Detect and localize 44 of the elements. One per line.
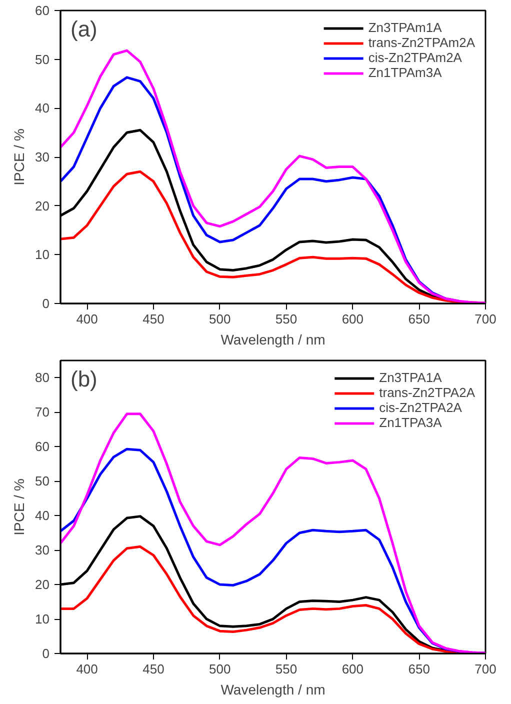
legend-label: cis-Zn2TPA2A	[379, 400, 462, 415]
annotation: (a)	[70, 16, 98, 42]
y-tick-label: 20	[35, 577, 50, 592]
legend-label: Zn1TPA3A	[379, 415, 442, 430]
y-axis-title: IPCE / %	[11, 128, 28, 186]
y-tick-label: 10	[35, 247, 50, 262]
y-tick-label: 20	[35, 198, 50, 214]
x-tick-label: 650	[408, 312, 430, 326]
annotation: (b)	[70, 366, 98, 392]
x-tick-label: 450	[142, 312, 164, 326]
y-tick-label: 0	[42, 646, 50, 661]
y-tick-label: 30	[35, 150, 50, 164]
y-tick-label: 60	[35, 439, 50, 454]
legend-label: cis-Zn2TPAm2A	[368, 50, 462, 65]
x-axis-title: Wavelength / nm	[220, 682, 326, 698]
y-tick-label: 40	[35, 508, 50, 524]
x-tick-label: 400	[76, 662, 98, 676]
x-axis-title: Wavelength / nm	[220, 332, 326, 348]
y-tick-label: 40	[35, 100, 50, 116]
x-tick-label: 600	[342, 312, 364, 326]
x-tick-label: 550	[275, 312, 298, 326]
x-tick-label: 450	[142, 662, 164, 676]
y-tick-label: 0	[42, 296, 50, 311]
y-tick-label: 10	[35, 612, 50, 627]
legend-label: Zn1TPAm3A	[368, 65, 442, 80]
x-tick-label: 500	[209, 312, 231, 326]
y-tick-label: 60	[35, 3, 50, 18]
y-tick-label: 80	[35, 370, 50, 386]
y-tick-label: 30	[35, 542, 50, 558]
x-tick-label: 700	[474, 312, 496, 326]
x-tick-label: 700	[474, 662, 496, 676]
legend-label: trans-Zn2TPAm2A	[368, 35, 475, 50]
y-tick-label: 50	[35, 52, 50, 67]
x-tick-label: 600	[342, 662, 364, 676]
y-tick-label: 70	[35, 404, 50, 420]
x-tick-label: 650	[408, 662, 430, 676]
y-tick-label: 50	[35, 474, 50, 489]
legend-label: Zn3TPAm1A	[368, 20, 442, 35]
x-tick-label: 550	[275, 662, 298, 676]
x-tick-label: 400	[76, 312, 98, 326]
legend-label: trans-Zn2TPA2A	[379, 385, 475, 400]
y-axis-title: IPCE / %	[11, 478, 28, 536]
legend-label: Zn3TPA1A	[379, 370, 442, 385]
x-tick-label: 500	[209, 662, 231, 676]
